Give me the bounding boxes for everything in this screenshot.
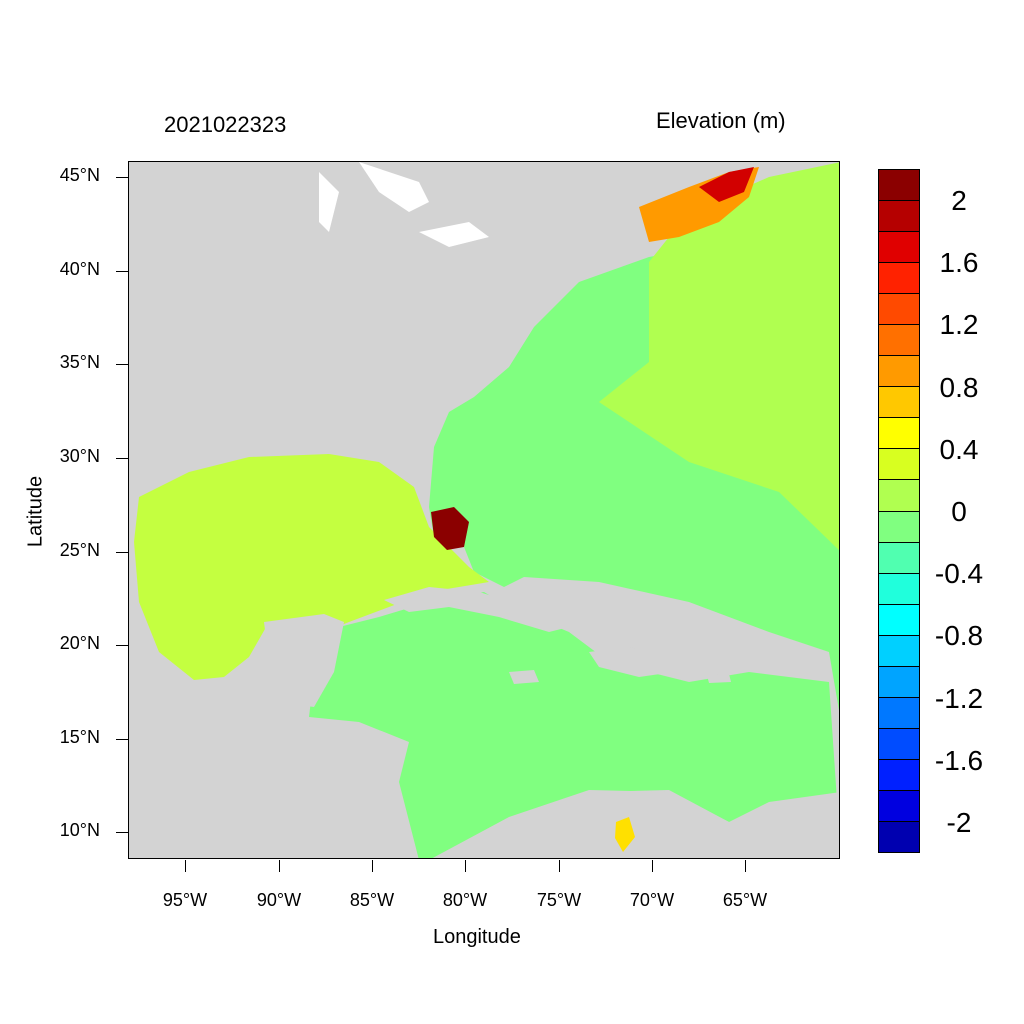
gulf-of-mexico bbox=[134, 454, 489, 680]
colorbar-swatch bbox=[879, 604, 919, 636]
colorbar-swatch bbox=[879, 728, 919, 760]
y-axis-label: Latitude bbox=[24, 475, 47, 548]
ytick-mark bbox=[116, 739, 128, 740]
xtick-mark bbox=[652, 860, 653, 872]
ytick-label: 45°N bbox=[59, 165, 100, 185]
yucatan bbox=[264, 614, 344, 707]
xtick-mark bbox=[279, 860, 280, 872]
colorbar-swatch bbox=[879, 387, 919, 419]
xtick-label: 70°W bbox=[629, 890, 675, 910]
colorbar-swatch bbox=[879, 821, 919, 853]
ytick-mark bbox=[116, 177, 128, 178]
caribbean-sea bbox=[309, 592, 839, 858]
xtick-label: 90°W bbox=[256, 890, 302, 910]
colorbar-swatch bbox=[879, 790, 919, 822]
xtick-mark bbox=[745, 860, 746, 872]
colorbar-swatch bbox=[879, 759, 919, 791]
ytick-mark bbox=[116, 364, 128, 365]
colorbar-swatch bbox=[879, 480, 919, 512]
colorbar-tick-label: 0 bbox=[951, 496, 967, 527]
colorbar-tick-label: -0.4 bbox=[934, 558, 984, 590]
ytick-label: 30°N bbox=[59, 446, 100, 466]
colorbar-swatch bbox=[879, 449, 919, 481]
xtick-label: 65°W bbox=[722, 890, 768, 910]
colorbar-tick-label: -1.6 bbox=[934, 744, 984, 776]
colorbar-swatch bbox=[879, 170, 919, 202]
colorbar-swatch bbox=[879, 201, 919, 233]
x-axis-label: Longitude bbox=[433, 926, 521, 948]
colorbar-swatch bbox=[879, 697, 919, 729]
elevation-map bbox=[129, 162, 839, 858]
ytick-mark bbox=[116, 645, 128, 646]
colorbar-tick-label: -1.2 bbox=[934, 682, 984, 714]
ytick-mark bbox=[116, 832, 128, 833]
colorbar-swatch bbox=[879, 666, 919, 698]
timestamp-label: 2021022323 bbox=[164, 112, 287, 137]
colorbar-swatch bbox=[879, 294, 919, 326]
map-panel bbox=[128, 161, 840, 859]
xtick-mark bbox=[559, 860, 560, 872]
xtick-label: 80°W bbox=[442, 890, 488, 910]
colorbar-swatch bbox=[879, 356, 919, 388]
positive-anomaly-atlantic bbox=[599, 162, 839, 551]
surge-gulf-of-maine-core bbox=[699, 167, 754, 202]
colorbar-tick-label: 2 bbox=[951, 185, 967, 217]
surge-florida bbox=[431, 507, 469, 550]
colorbar-swatch bbox=[879, 635, 919, 667]
colorbar-tick-label: 0.4 bbox=[939, 433, 979, 465]
ytick-label: 10°N bbox=[59, 820, 100, 840]
cuba bbox=[384, 587, 569, 632]
puerto-rico bbox=[707, 674, 731, 683]
xtick-label: 75°W bbox=[536, 890, 582, 910]
colorbar-tick-label: 0.8 bbox=[939, 371, 979, 403]
ytick-label: 15°N bbox=[59, 727, 100, 747]
colorbar-swatch bbox=[879, 232, 919, 264]
colorbar-tick-label: 1.2 bbox=[939, 309, 979, 341]
jamaica bbox=[509, 670, 539, 684]
hispaniola bbox=[589, 647, 674, 677]
xtick-mark bbox=[185, 860, 186, 872]
ytick-label: 25°N bbox=[59, 540, 100, 560]
xtick-mark bbox=[465, 860, 466, 872]
colorbar-swatch bbox=[879, 511, 919, 543]
south-america bbox=[432, 790, 839, 858]
colorbar-swatch bbox=[879, 263, 919, 295]
ytick-label: 20°N bbox=[59, 633, 100, 653]
ytick-mark bbox=[116, 271, 128, 272]
great-lakes bbox=[319, 162, 489, 247]
colorbar bbox=[878, 169, 920, 853]
xtick-label: 95°W bbox=[162, 890, 208, 910]
colorbar-swatch bbox=[879, 418, 919, 450]
colorbar-swatch bbox=[879, 573, 919, 605]
xtick-label: 85°W bbox=[349, 890, 395, 910]
ytick-label: 35°N bbox=[59, 352, 100, 372]
colorbar-swatch bbox=[879, 542, 919, 574]
colorbar-swatch bbox=[879, 325, 919, 357]
colorbar-tick-label: 1.6 bbox=[939, 247, 979, 279]
ytick-label: 40°N bbox=[59, 259, 100, 279]
lake-maracaibo bbox=[615, 817, 635, 852]
colorbar-tick-label: -0.8 bbox=[934, 620, 984, 652]
ytick-mark bbox=[116, 552, 128, 553]
colorbar-tick-label: -2 bbox=[946, 806, 972, 838]
variable-title: Elevation (m) bbox=[656, 108, 786, 133]
xtick-mark bbox=[372, 860, 373, 872]
ytick-mark bbox=[116, 458, 128, 459]
